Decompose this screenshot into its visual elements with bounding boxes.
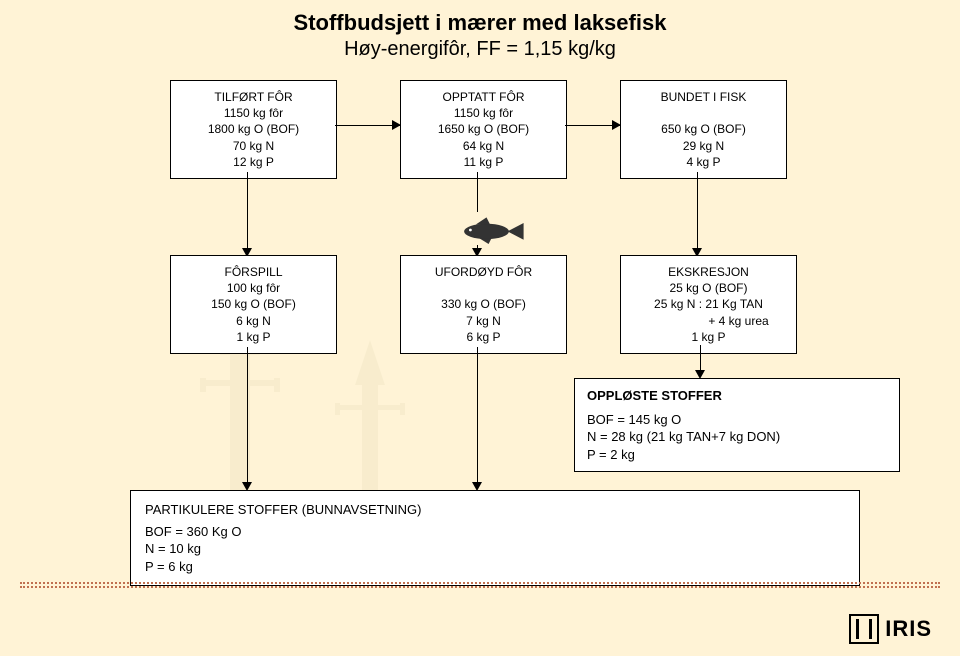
label: PARTIKULERE STOFFER (BUNNAVSETNING) (145, 501, 845, 519)
value: P = 6 kg (145, 558, 845, 576)
value: 12 kg P (181, 154, 326, 170)
box-ufordoyd: UFORDØYD FÔR 330 kg O (BOF) 7 kg N 6 kg … (400, 255, 567, 354)
value: 330 kg O (BOF) (411, 296, 556, 312)
value: BOF = 145 kg O (587, 411, 887, 429)
box-ekskresjon: EKSKRESJON 25 kg O (BOF) 25 kg N : 21 Kg… (620, 255, 797, 354)
value: N = 10 kg (145, 540, 845, 558)
label: OPPTATT FÔR (411, 89, 556, 105)
label: FÔRSPILL (181, 264, 326, 280)
label: UFORDØYD FÔR (411, 264, 556, 280)
value: 4 kg P (631, 154, 776, 170)
label: EKSKRESJON (631, 264, 786, 280)
value: 100 kg fôr (181, 280, 326, 296)
value: 29 kg N (631, 138, 776, 154)
page-subtitle: Høy-energifôr, FF = 1,15 kg/kg (0, 38, 960, 61)
box-dissolved: OPPLØSTE STOFFER BOF = 145 kg O N = 28 k… (574, 378, 900, 472)
box-particulate: PARTIKULERE STOFFER (BUNNAVSETNING) BOF … (130, 490, 860, 586)
value: 25 kg N : 21 Kg TAN (631, 296, 786, 312)
value: 7 kg N (411, 313, 556, 329)
value: 70 kg N (181, 138, 326, 154)
value: 650 kg O (BOF) (631, 121, 776, 137)
value: 25 kg O (BOF) (631, 280, 786, 296)
value: + 4 kg urea (631, 313, 786, 329)
value: 1150 kg fôr (181, 105, 326, 121)
value: P = 2 kg (587, 446, 887, 464)
value: 6 kg N (181, 313, 326, 329)
value: 64 kg N (411, 138, 556, 154)
connector (477, 172, 478, 212)
box-opptatt: OPPTATT FÔR 1150 kg fôr 1650 kg O (BOF) … (400, 80, 567, 179)
connector (335, 125, 400, 126)
label: TILFØRT FÔR (181, 89, 326, 105)
value: BOF = 360 Kg O (145, 523, 845, 541)
value: N = 28 kg (21 kg TAN+7 kg DON) (587, 428, 887, 446)
logo: IRIS (849, 614, 932, 644)
connector (697, 172, 698, 252)
value: 1650 kg O (BOF) (411, 121, 556, 137)
fish-icon (455, 215, 525, 245)
connector (247, 347, 248, 487)
logo-icon (849, 614, 879, 644)
label: BUNDET I FISK (631, 89, 776, 105)
connector (247, 172, 248, 252)
arrow-icon (392, 120, 401, 130)
connector (477, 347, 478, 487)
value: 1150 kg fôr (411, 105, 556, 121)
value: 150 kg O (BOF) (181, 296, 326, 312)
box-forspill: FÔRSPILL 100 kg fôr 150 kg O (BOF) 6 kg … (170, 255, 337, 354)
divider-dotted (20, 586, 940, 588)
box-bundet: BUNDET I FISK 650 kg O (BOF) 29 kg N 4 k… (620, 80, 787, 179)
box-tilfort: TILFØRT FÔR 1150 kg fôr 1800 kg O (BOF) … (170, 80, 337, 179)
value: 1 kg P (181, 329, 326, 345)
logo-text: IRIS (885, 616, 932, 642)
label: OPPLØSTE STOFFER (587, 387, 887, 405)
value (631, 105, 776, 121)
divider-dotted (20, 582, 940, 584)
value: 1 kg P (631, 329, 786, 345)
arrow-icon (612, 120, 621, 130)
value: 1800 kg O (BOF) (181, 121, 326, 137)
value (411, 280, 556, 296)
page-title: Stoffbudsjett i mærer med laksefisk (0, 0, 960, 36)
value: 11 kg P (411, 154, 556, 170)
value: 6 kg P (411, 329, 556, 345)
